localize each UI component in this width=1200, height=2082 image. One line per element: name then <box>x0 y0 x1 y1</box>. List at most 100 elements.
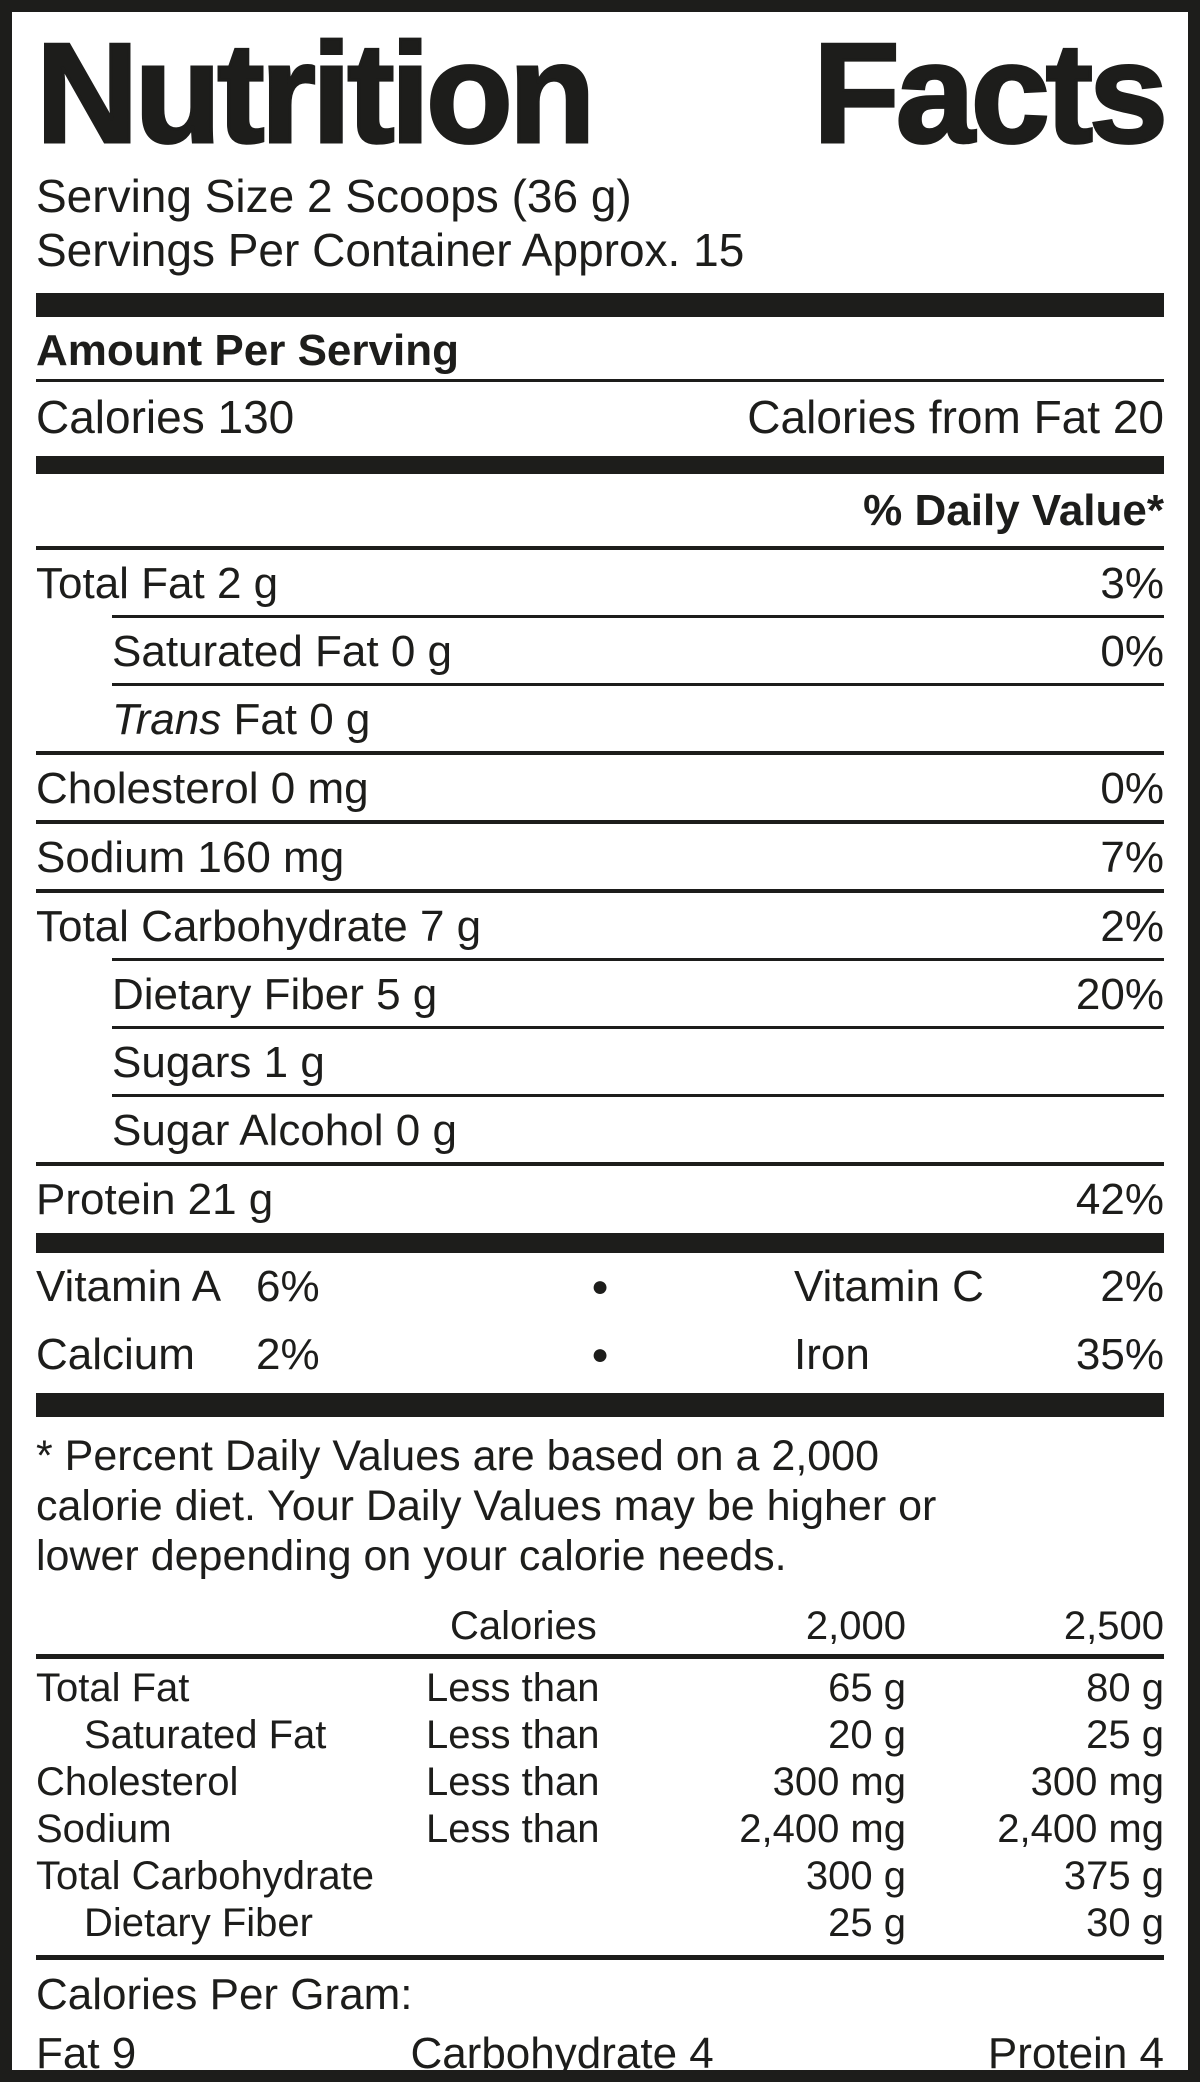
nutrient-name: Total Fat 2 g <box>36 559 279 609</box>
vitamin-name: Iron <box>794 1330 870 1380</box>
vitamin-value: 6% <box>256 1262 320 1312</box>
table-cell-2000: 2,400 mg <box>739 1807 906 1852</box>
table-cell-name: Saturated Fat <box>84 1713 327 1758</box>
row-separator <box>112 615 1164 619</box>
reference-table-header: Calories 2,000 2,500 <box>36 1591 1164 1654</box>
row-separator <box>112 1094 1164 1098</box>
table-cell-2000: 300 mg <box>772 1760 906 1805</box>
table-cell-qualifier <box>426 1853 676 1900</box>
nutrient-daily-value: 7% <box>1100 833 1164 883</box>
row-separator <box>36 751 1164 756</box>
table-cell-qualifier: Less than <box>426 1760 600 1805</box>
vitamin-name: Calcium <box>36 1330 195 1380</box>
table-cell-2000: 20 g <box>828 1713 906 1758</box>
nutrient-row-protein: Protein 21 g 42% <box>36 1166 1164 1231</box>
row-separator <box>112 958 1164 962</box>
row-separator <box>112 683 1164 687</box>
vitamin-value: 35% <box>1075 1330 1164 1380</box>
title-word-facts: Facts <box>812 14 1170 173</box>
table-cell-qualifier: Less than <box>426 1666 600 1711</box>
table-separator <box>36 1955 1164 1961</box>
footnote-line: * Percent Daily Values are based on a 2,… <box>36 1432 880 1481</box>
calories-from-fat-value: Calories from Fat 20 <box>747 391 1164 444</box>
percent-daily-value-header: % Daily Value* <box>863 486 1164 536</box>
table-cell-name: Total Fat <box>36 1666 190 1711</box>
table-cell-qualifier <box>426 1900 676 1947</box>
calories-per-gram-row: Fat 9 Carbohydrate 4 Protein 4 <box>36 2022 1164 2079</box>
table-cell-2000: 300 g <box>805 1854 906 1899</box>
footnote-line: lower depending on your calorie needs. <box>36 1532 787 1581</box>
vitamin-value: 2% <box>256 1330 320 1380</box>
table-row-total-fat: Total Fat Less than 65 g 80 g <box>36 1665 1164 1712</box>
table-cell-qualifier: Less than <box>426 1713 600 1758</box>
table-header-calories: Calories <box>450 1604 597 1649</box>
thick-divider <box>36 1233 1164 1254</box>
row-separator <box>36 1162 1164 1167</box>
bullet-separator-icon: ● <box>590 1338 610 1372</box>
nutrient-daily-value: 0% <box>1100 627 1164 677</box>
table-cell-2500: 2,400 mg <box>997 1807 1164 1852</box>
nutrient-row-cholesterol: Cholesterol 0 mg 0% <box>36 755 1164 820</box>
bullet-separator-icon: ● <box>590 1270 610 1304</box>
calories-row: Calories 130 Calories from Fat 20 <box>36 382 1164 454</box>
cpg-item-carbohydrate: Carbohydrate 4 <box>410 2029 714 2079</box>
vitamin-name: Vitamin A <box>36 1262 222 1312</box>
nutrient-name: Saturated Fat 0 g <box>112 627 452 677</box>
nutrient-daily-value: 3% <box>1100 559 1164 609</box>
daily-value-footnote: * Percent Daily Values are based on a 2,… <box>36 1431 1164 1581</box>
table-row-dietary-fiber: Dietary Fiber 25 g 30 g <box>36 1900 1164 1947</box>
nutrient-row-sodium: Sodium 160 mg 7% <box>36 824 1164 889</box>
row-separator <box>36 379 1164 383</box>
cpg-item-fat: Fat 9 <box>36 2029 137 2079</box>
nutrient-name: Cholesterol 0 mg <box>36 764 369 814</box>
nutrient-name: Total Carbohydrate 7 g <box>36 902 482 952</box>
calories-value: Calories 130 <box>36 391 295 444</box>
nutrient-daily-value: 20% <box>1075 970 1164 1020</box>
nutrient-name: Trans Fat 0 g <box>112 695 370 745</box>
title-word-nutrition: Nutrition <box>35 14 598 173</box>
table-cell-2000: 65 g <box>828 1666 906 1711</box>
thick-divider <box>36 293 1164 318</box>
nutrient-daily-value: 42% <box>1075 1175 1164 1225</box>
row-separator <box>36 820 1164 825</box>
row-separator <box>36 546 1164 551</box>
serving-size-line: Serving Size 2 Scoops (36 g) <box>36 170 632 223</box>
nutrient-daily-value: 0% <box>1100 764 1164 814</box>
trans-italic: Trans <box>112 695 222 745</box>
table-cell-name: Total Carbohydrate <box>36 1854 374 1899</box>
table-header-spacer <box>36 1603 426 1650</box>
table-cell-qualifier: Less than <box>426 1807 600 1852</box>
vitamin-name: Vitamin C <box>794 1262 984 1312</box>
nutrient-name: Protein 21 g <box>36 1175 274 1225</box>
nutrient-name: Sodium 160 mg <box>36 833 345 883</box>
table-cell-2500: 25 g <box>1086 1713 1164 1758</box>
table-header-2000: 2,000 <box>805 1604 906 1649</box>
vitamin-row-calcium-iron: Calcium 2% ● Iron 35% <box>36 1321 1164 1389</box>
table-cell-2500: 80 g <box>1086 1666 1164 1711</box>
nutrient-row-total-carbohydrate: Total Carbohydrate 7 g 2% <box>36 893 1164 958</box>
table-row-cholesterol: Cholesterol Less than 300 mg 300 mg <box>36 1759 1164 1806</box>
nutrient-name: Sugars 1 g <box>112 1038 325 1088</box>
nutrient-row-total-fat: Total Fat 2 g 3% <box>36 550 1164 615</box>
table-cell-name: Cholesterol <box>36 1760 239 1805</box>
thick-divider <box>36 1393 1164 1418</box>
nutrient-row-sugar-alcohol: Sugar Alcohol 0 g <box>36 1097 1164 1162</box>
table-row-total-carbohydrate: Total Carbohydrate 300 g 375 g <box>36 1853 1164 1900</box>
table-cell-2000: 25 g <box>828 1901 906 1946</box>
table-cell-2500: 300 mg <box>1030 1760 1164 1805</box>
table-cell-name: Dietary Fiber <box>84 1901 313 1946</box>
nutrition-facts-title: Nutrition Facts <box>35 14 1170 173</box>
cpg-item-protein: Protein 4 <box>987 2029 1164 2079</box>
thick-divider <box>36 456 1164 475</box>
table-separator <box>36 1654 1164 1660</box>
table-row-saturated-fat: Saturated Fat Less than 20 g 25 g <box>36 1712 1164 1759</box>
vitamin-value: 2% <box>1100 1262 1164 1312</box>
calories-per-gram-heading: Calories Per Gram: <box>36 1970 413 2020</box>
servings-per-container-line: Servings Per Container Approx. 15 <box>36 224 745 277</box>
footnote-line: calorie diet. Your Daily Values may be h… <box>36 1482 937 1531</box>
table-header-2500: 2,500 <box>1063 1604 1164 1649</box>
amount-per-serving-heading: Amount Per Serving <box>36 326 459 376</box>
nutrient-row-dietary-fiber: Dietary Fiber 5 g 20% <box>36 961 1164 1026</box>
trans-rest: Fat 0 g <box>221 695 371 745</box>
